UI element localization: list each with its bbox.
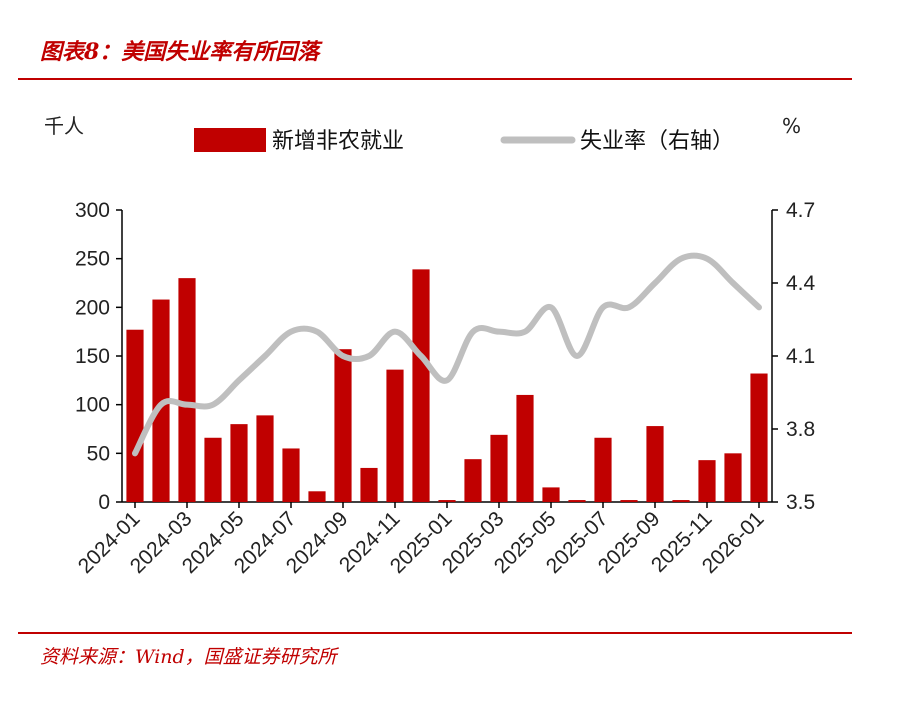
right-tick-label: 4.7 (786, 199, 815, 222)
top-rule (18, 78, 852, 80)
bar (438, 500, 456, 502)
axes: 0 50 100 150 200 250 300 3.5 3.8 4.1 4.4 4.7 (75, 199, 816, 514)
left-tick-label: 150 (75, 345, 110, 368)
left-tick-label: 300 (75, 199, 110, 222)
legend: 新增非农就业 失业率（右轴） (194, 128, 734, 154)
left-tick-label: 0 (98, 491, 110, 514)
bar (282, 448, 300, 502)
bar (698, 460, 716, 502)
bar (672, 500, 690, 502)
right-tick-label: 4.1 (786, 345, 815, 368)
bar (360, 467, 378, 502)
unemployment-rate-line (132, 252, 762, 457)
x-tick-labels: 2024-012024-032024-052024-072024-092024-… (74, 502, 769, 578)
bar (646, 426, 664, 502)
bar (204, 437, 222, 502)
right-tick-label: 4.4 (786, 272, 816, 295)
left-tick-label: 100 (75, 394, 110, 417)
right-axis-unit: % (782, 114, 801, 138)
bar (308, 491, 326, 502)
bar (750, 373, 768, 502)
bar (412, 269, 430, 502)
source-note: 资料来源：Wind，国盛证券研究所 (40, 646, 337, 668)
bar (152, 299, 170, 502)
legend-line-label: 失业率（右轴） (580, 129, 734, 154)
right-tick-label: 3.5 (786, 491, 815, 514)
bar (256, 415, 274, 502)
figure-title: 图表8：美国失业率有所回落 (40, 39, 320, 65)
right-tick-label: 3.8 (786, 418, 815, 441)
bar-series (126, 269, 768, 502)
bar (230, 424, 248, 502)
bar (334, 349, 352, 502)
bar (724, 453, 742, 502)
legend-bar-label: 新增非农就业 (272, 129, 404, 154)
bar (386, 369, 404, 502)
bar (620, 500, 638, 502)
left-tick-label: 250 (75, 248, 110, 271)
left-axis-unit: 千人 (44, 114, 84, 138)
bar (178, 278, 196, 502)
bar (516, 394, 534, 502)
left-tick-label: 50 (87, 442, 110, 465)
bar (126, 329, 144, 502)
line-series (132, 252, 762, 457)
bar (542, 487, 560, 502)
bar (594, 437, 612, 502)
chart: 千人 % 新增非农就业 失业率（右轴） 0 50 100 150 200 250 300 3.… (44, 114, 816, 578)
bar (464, 459, 482, 502)
bar (568, 500, 586, 502)
bar (490, 434, 508, 502)
bottom-rule (18, 632, 852, 634)
left-tick-label: 200 (75, 296, 110, 319)
legend-bar-swatch (194, 128, 266, 152)
